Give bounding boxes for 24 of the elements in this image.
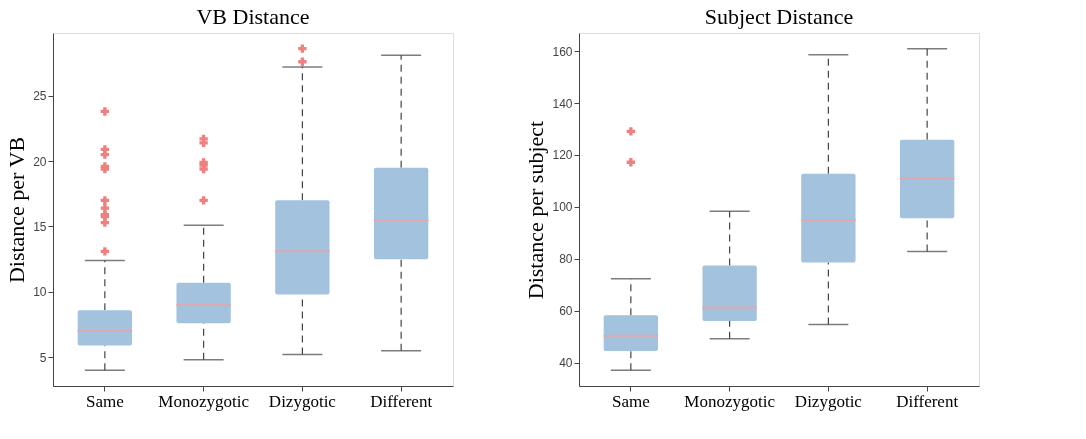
- y-tick-label: 60: [559, 304, 573, 319]
- x-tick-label: Monozygotic: [158, 391, 250, 411]
- y-tick-label: 160: [552, 44, 573, 59]
- y-tick-label: 80: [559, 252, 573, 267]
- y-axis-title: Distance per subject: [523, 120, 549, 300]
- y-tick-label: 40: [559, 356, 573, 371]
- x-tick-label: Dizygotic: [794, 391, 863, 411]
- y-tick-label: 100: [552, 200, 573, 215]
- y-tick-label: 15: [33, 220, 47, 234]
- x-tick-label: Same: [611, 391, 650, 411]
- x-tick-label: Dizygotic: [268, 391, 337, 411]
- x-tick-label: Different: [896, 391, 959, 411]
- chart-title: Subject Distance: [704, 4, 854, 29]
- y-tick-label: 140: [552, 96, 573, 111]
- x-tick-label: Same: [85, 391, 124, 411]
- y-tick-label: 5: [39, 350, 47, 365]
- y-tick-label: 25: [33, 89, 47, 104]
- y-tick-label: 20: [33, 154, 47, 169]
- y-tick-label: 120: [552, 148, 573, 163]
- y-axis-title: Distance per VB: [4, 136, 30, 284]
- chart-title: VB Distance: [196, 4, 310, 29]
- x-tick-label: Monozygotic: [684, 391, 776, 411]
- x-tick-label: Different: [370, 391, 433, 411]
- y-tick-label: 10: [33, 285, 47, 300]
